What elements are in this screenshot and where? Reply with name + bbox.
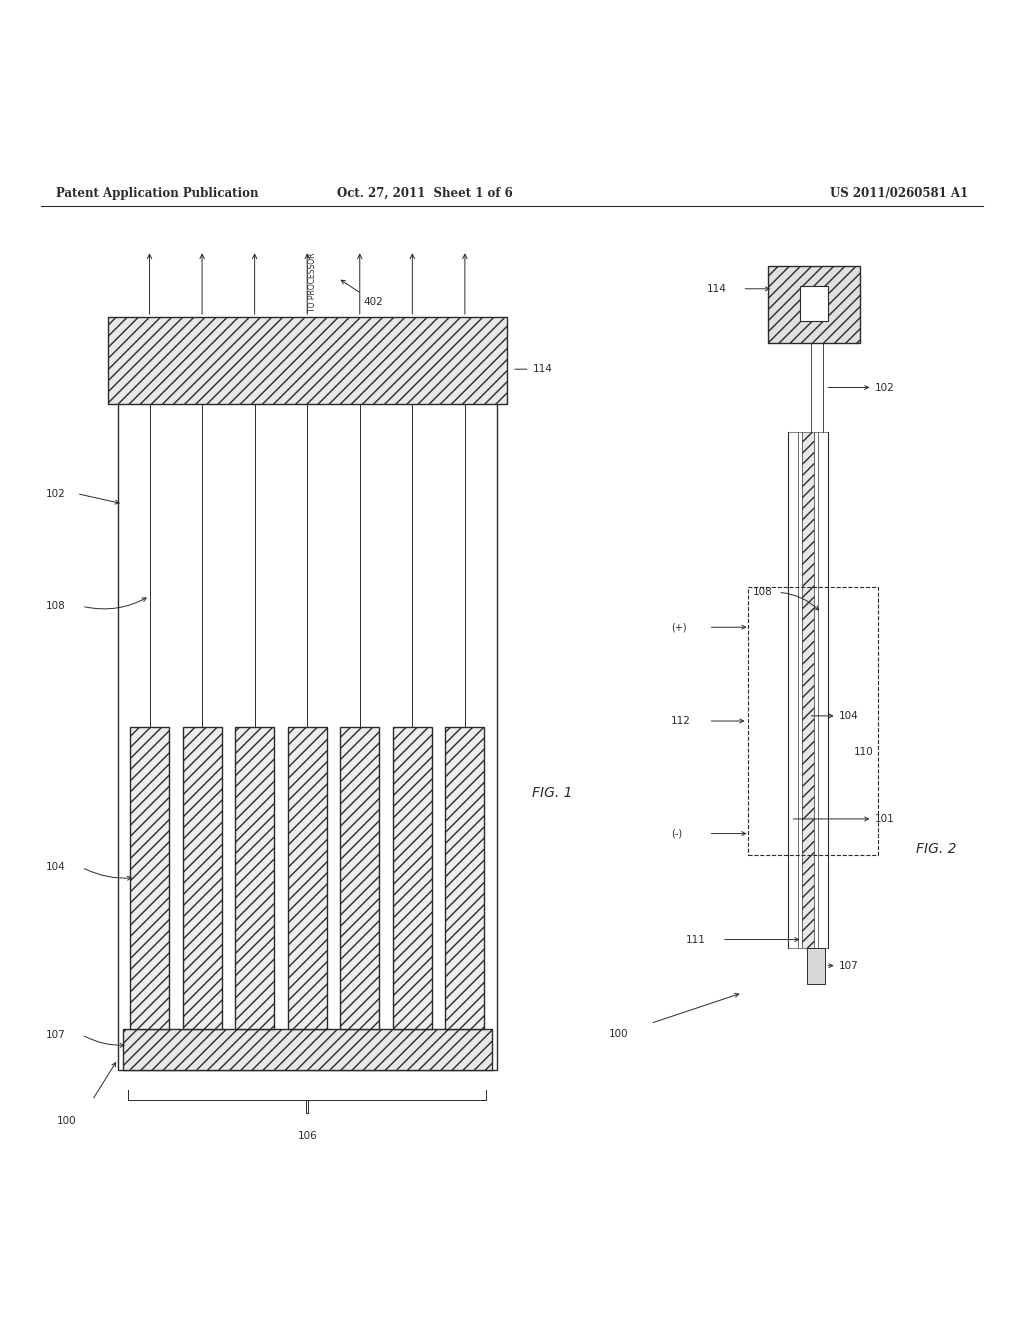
Text: 102: 102	[46, 488, 66, 499]
Bar	[393, 726, 432, 1028]
Bar	[118, 322, 497, 1069]
Text: 108: 108	[753, 587, 772, 598]
Bar	[130, 726, 169, 1028]
Text: TO PROCESSOR: TO PROCESSOR	[308, 252, 316, 312]
Bar	[123, 1028, 492, 1069]
Text: 111: 111	[686, 935, 706, 945]
Bar	[236, 726, 274, 1028]
Text: 107: 107	[839, 961, 858, 970]
Text: 402: 402	[341, 280, 383, 306]
Text: 104: 104	[46, 862, 66, 873]
Bar	[788, 433, 799, 948]
Text: (+): (+)	[671, 622, 686, 632]
Text: 108: 108	[46, 601, 66, 611]
Text: 112: 112	[671, 715, 690, 726]
Text: 100: 100	[56, 1115, 76, 1126]
Text: FIG. 2: FIG. 2	[916, 842, 957, 857]
Bar	[182, 726, 221, 1028]
Text: Oct. 27, 2011  Sheet 1 of 6: Oct. 27, 2011 Sheet 1 of 6	[337, 186, 513, 199]
Bar	[801, 286, 828, 321]
Text: 101: 101	[874, 814, 894, 824]
Text: US 2011/0260581 A1: US 2011/0260581 A1	[829, 186, 968, 199]
Bar	[799, 433, 803, 948]
Bar	[818, 433, 828, 948]
Bar	[748, 587, 878, 855]
Text: 104: 104	[839, 711, 858, 721]
Text: 114: 114	[515, 364, 552, 374]
Text: 106: 106	[297, 1131, 317, 1140]
Text: 102: 102	[874, 383, 894, 392]
Text: 107: 107	[46, 1030, 66, 1040]
Bar	[340, 726, 379, 1028]
Text: 110: 110	[854, 747, 873, 756]
Bar	[108, 317, 507, 404]
Text: 100: 100	[609, 1028, 629, 1039]
Bar	[803, 433, 814, 948]
Bar	[807, 948, 825, 983]
Bar	[814, 433, 818, 948]
Bar	[288, 726, 327, 1028]
Text: Patent Application Publication: Patent Application Publication	[56, 186, 259, 199]
Bar	[445, 726, 484, 1028]
Bar	[768, 265, 860, 343]
Text: (-): (-)	[671, 829, 682, 838]
Text: FIG. 1: FIG. 1	[532, 785, 573, 800]
Text: 114: 114	[707, 284, 726, 294]
